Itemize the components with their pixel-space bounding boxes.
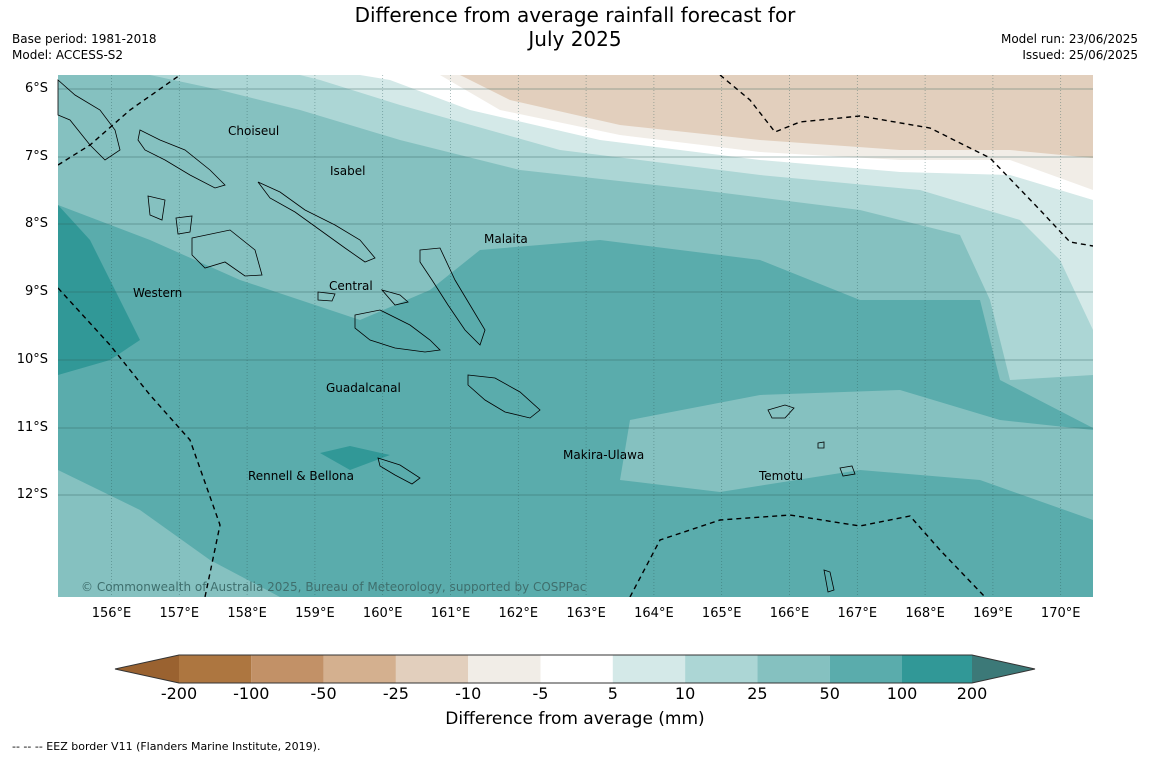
vella-lavella-coast [147, 195, 166, 221]
band-minus10-minus25 [460, 75, 1093, 158]
band-100-200-west [58, 205, 140, 375]
new-georgia-coast [191, 229, 263, 277]
place-label-guadalcanal: Guadalcanal [326, 381, 401, 395]
guadalcanal-coast [354, 309, 441, 353]
colorbar-tick: -100 [233, 684, 270, 703]
model-run-text: Model run: 23/06/2025 [1000, 32, 1138, 46]
colorbar-tick: 5 [607, 684, 618, 703]
makira-coast [467, 374, 541, 419]
contour-layer [58, 75, 1093, 597]
place-label-temotu: Temotu [759, 469, 804, 483]
map-title: Difference from average rainfall forecas… [0, 3, 1150, 51]
colorbar-segment [179, 655, 252, 683]
central-islets-coast [380, 289, 409, 306]
band-25-50-southwest [58, 470, 280, 597]
place-label-makira-ulawa: Makira-Ulawa [563, 448, 645, 462]
colorbar-segment [540, 655, 613, 683]
colorbar-segment [902, 655, 972, 683]
lon-label-165e: 165°E [701, 606, 742, 621]
colorbar-segment [251, 655, 324, 683]
bougainville-coast [57, 79, 121, 161]
colorbar-segment [757, 655, 830, 683]
lon-label-160e: 160°E [362, 606, 403, 621]
colorbar-outline [114, 654, 1036, 684]
colorbar-segment [468, 655, 541, 683]
isabel-coast [257, 181, 376, 263]
choiseul-coast [137, 129, 226, 189]
lon-label-158e: 158°E [227, 606, 267, 621]
lon-label-159e: 159°E [295, 606, 335, 621]
lon-label-170e: 170°E [1040, 606, 1081, 621]
lon-label-169e: 169°E [973, 606, 1013, 621]
colorbar-tick: 200 [956, 684, 988, 703]
island-outlines [57, 79, 856, 593]
title-line-2: July 2025 [528, 27, 622, 51]
band-25-50-south [620, 390, 1093, 520]
colorbar-tick: -5 [532, 684, 549, 703]
temotu-islet-2-coast [817, 441, 825, 449]
malaita-coast [419, 247, 486, 346]
lat-label-8s: 8°S [24, 216, 48, 231]
place-label-central: Central [329, 279, 373, 293]
rennell-coast [377, 457, 421, 485]
colorbar-tick: 10 [674, 684, 696, 703]
copyright-text: © Commonwealth of Australia 2025, Bureau… [81, 580, 587, 594]
florida-islands-coast [317, 291, 336, 302]
lat-label-11s: 11°S [16, 420, 48, 435]
place-label-rennell-bellona: Rennell & Bellona [248, 469, 355, 483]
issue-info: Model run: 23/06/2025 Issued: 25/06/2025 [1001, 31, 1138, 63]
lon-label-156e: 156°E [91, 606, 132, 621]
lon-label-166e: 166°E [769, 606, 810, 621]
colorbar-segment [612, 655, 686, 683]
colorbar-segment [829, 655, 902, 683]
lon-label-164e: 164°E [634, 606, 674, 621]
colorbar-tick: -10 [455, 684, 482, 703]
lat-label-7s: 7°S [24, 149, 48, 164]
band-100-200-rennell [320, 446, 390, 470]
issued-text: Issued: 25/06/2025 [1022, 48, 1138, 62]
eez-footnote: -- -- -- EEZ border V11 (Flanders Marine… [12, 740, 321, 753]
colorbar-tick: -50 [310, 684, 337, 703]
place-label-western: Western [133, 286, 183, 300]
santa-cruz-coast [767, 404, 795, 419]
lon-label-163e: 163°E [566, 606, 606, 621]
kolombangara-coast [175, 215, 193, 235]
graticule [58, 75, 1093, 597]
lon-label-162e: 162°E [498, 606, 539, 621]
place-label-isabel: Isabel [330, 164, 366, 178]
colorbar-over-arrow [972, 655, 1035, 683]
temotu-islet-coast [839, 465, 856, 477]
model-text: Model: ACCESS-S2 [12, 48, 124, 62]
base-period-text: Base period: 1981-2018 [12, 32, 157, 46]
lat-label-12s: 12°S [16, 487, 48, 502]
lat-label-10s: 10°S [16, 352, 48, 367]
title-line-1: Difference from average rainfall forecas… [354, 3, 796, 27]
colorbar-tick: -200 [160, 684, 198, 703]
lon-label-167e: 167°E [837, 606, 878, 621]
colorbar-tick: -25 [382, 684, 409, 703]
colorbar-tick: 25 [747, 684, 768, 703]
lat-label-9s: 9°S [24, 284, 48, 299]
place-label-choiseul: Choiseul [228, 124, 280, 138]
colorbar-title: Difference from average (mm) [445, 709, 705, 729]
lat-label-6s: 6°S [24, 81, 48, 96]
colorbar [114, 654, 1036, 684]
colorbar-segment [323, 655, 396, 683]
southern-islet-coast [823, 569, 835, 593]
place-label-malaita: Malaita [484, 232, 528, 246]
colorbar-segment [395, 655, 469, 683]
eez-borders [58, 75, 1093, 597]
colorbar-segment [685, 655, 758, 683]
lon-label-157e: 157°E [159, 606, 200, 621]
colorbar-tick: 100 [886, 684, 918, 703]
base-info: Base period: 1981-2018 Model: ACCESS-S2 [12, 31, 157, 63]
colorbar-tick: 50 [819, 684, 840, 703]
colorbar-under-arrow [115, 655, 179, 683]
lon-label-161e: 161°E [430, 606, 471, 621]
lon-label-168e: 168°E [905, 606, 945, 621]
